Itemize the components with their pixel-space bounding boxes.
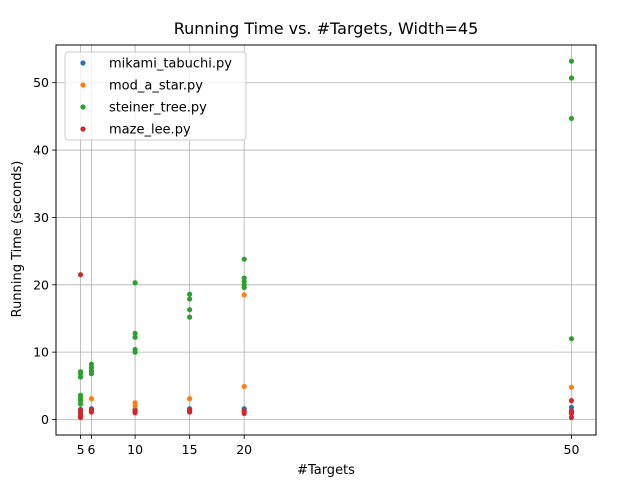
data-point [132,408,138,414]
data-point [88,396,95,402]
x-tick-label: 10 [127,442,143,457]
data-point [568,384,575,390]
data-point [241,408,247,414]
data-point [187,307,193,313]
legend-marker [80,104,86,110]
data-point [187,314,193,320]
data-point [187,296,193,302]
series-steiner-tree-py [77,58,575,407]
legend-marker [80,126,86,132]
data-point [132,280,138,286]
x-tick-label: 5 [77,442,85,457]
data-point [187,291,193,297]
data-point [77,374,84,380]
data-point [568,58,575,64]
legend-box [64,51,247,141]
data-point [568,115,575,122]
data-point [88,371,95,377]
data-point [88,406,95,413]
data-point [77,414,84,421]
legend-marker [80,82,86,88]
y-axis-ticks: 0 10 20 30 40 50 [33,75,56,427]
plot-frame [55,44,597,436]
x-tick-label: 20 [236,442,252,457]
data-points [77,58,575,421]
legend-marker [80,60,86,66]
data-point [568,398,575,404]
data-point [241,292,247,298]
data-point [568,75,575,81]
x-tick-label: 6 [87,442,95,457]
y-tick-label: 50 [33,75,49,90]
data-point [568,336,575,342]
y-tick-label: 40 [33,143,49,158]
x-axis-label: #Targets [297,463,355,478]
chart-title: Running Time vs. #Targets, Width=45 [174,19,479,38]
data-point [241,256,247,262]
legend-label: steiner_tree.py [109,101,207,116]
legend: mikami_tabuchi.py mod_a_star.py steiner_tr… [64,51,247,141]
data-point [187,407,193,413]
series-maze-lee-py [77,272,575,421]
x-axis-ticks: 5 6 10 15 20 50 [77,435,580,457]
y-tick-label: 20 [33,277,49,292]
y-axis-label: Running Time (seconds) [10,161,25,318]
y-tick-label: 0 [41,412,49,427]
data-point [241,284,247,291]
data-point [132,334,138,340]
data-point [187,396,193,402]
data-point [241,383,247,390]
legend-label: mod_a_star.py [109,79,203,94]
y-tick-label: 10 [33,345,49,360]
x-tick-label: 15 [182,442,198,457]
y-tick-label: 30 [33,210,49,225]
data-point [77,272,84,278]
x-tick-label: 50 [564,442,580,457]
data-point [132,403,138,409]
data-point [132,330,138,336]
data-point [132,349,138,355]
legend-label: mikami_tabuchi.py [109,57,232,72]
data-point [568,414,575,421]
data-point [77,401,84,407]
data-point [568,410,575,417]
legend-label: maze_lee.py [109,123,191,138]
